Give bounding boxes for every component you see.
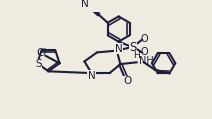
Text: O: O [141,47,148,57]
Text: H: H [133,51,140,60]
Text: S: S [35,59,42,69]
Text: N: N [81,0,89,9]
Text: S: S [129,41,137,54]
Text: NH: NH [139,56,154,66]
Text: N: N [115,44,123,54]
Text: N: N [88,71,95,81]
Text: Cl: Cl [36,48,47,58]
Text: O: O [123,76,132,86]
Text: O: O [141,34,148,44]
